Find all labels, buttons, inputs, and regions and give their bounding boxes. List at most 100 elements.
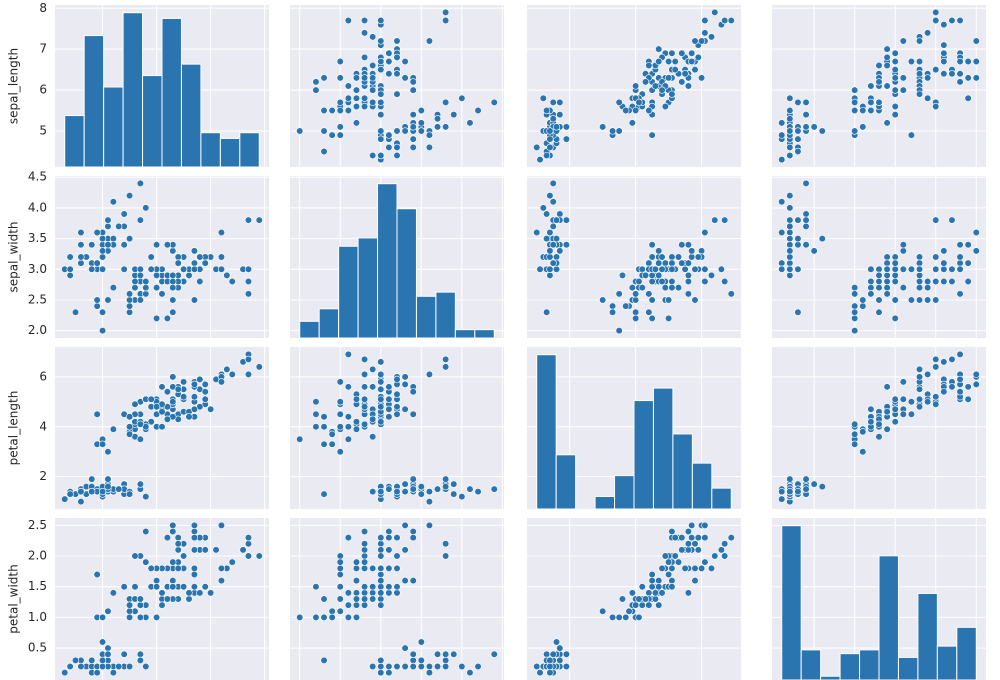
scatter-point (239, 546, 247, 554)
scatter-point (794, 308, 802, 316)
scatter-point (142, 558, 150, 566)
scatter-point (142, 493, 150, 501)
scatter-point (658, 86, 666, 94)
scatter-point (678, 241, 686, 249)
scatter-point (393, 151, 401, 160)
scatter-point (802, 241, 810, 249)
scatter-point (721, 216, 729, 224)
scatter-point (344, 16, 352, 25)
scatter-point (196, 253, 204, 261)
scatter-point (360, 420, 369, 428)
scatter-point (169, 247, 177, 255)
scatter-point (786, 106, 794, 115)
scatter-point (546, 656, 554, 664)
scatter-point (608, 613, 617, 622)
scatter-point (721, 540, 729, 548)
scatter-point (377, 16, 385, 25)
scatter-point (641, 271, 650, 280)
scatter-point (401, 488, 409, 496)
scatter-point (169, 398, 177, 406)
y-tick-label: 7 (39, 42, 47, 56)
scatter-point (956, 78, 964, 86)
scatter-point (401, 662, 409, 671)
y-tick-label: 2.0 (28, 549, 47, 563)
scatter-point (142, 527, 150, 536)
histogram-bar (415, 295, 437, 339)
panel (772, 347, 986, 509)
scatter-point (401, 576, 409, 585)
scatter-point (104, 607, 112, 615)
scatter-point (628, 119, 636, 127)
scatter-point (450, 490, 458, 498)
scatter-point (778, 131, 786, 139)
scatter-point (891, 86, 899, 94)
scatter-point (336, 423, 344, 431)
scatter-point (948, 355, 956, 363)
scatter-point (377, 395, 385, 403)
scatter-point (458, 94, 466, 102)
scatter-point (658, 253, 666, 261)
scatter-point (641, 595, 650, 603)
scatter-point (66, 490, 74, 498)
histogram-bar (435, 291, 456, 339)
scatter-point (932, 253, 940, 261)
scatter-point (964, 94, 972, 102)
scatter-point (891, 74, 899, 82)
scatter-point (369, 595, 377, 603)
histogram-bar (711, 487, 732, 510)
scatter-point (109, 284, 117, 292)
scatter-point (694, 53, 702, 61)
scatter-point (244, 370, 253, 378)
scatter-point (543, 308, 551, 316)
scatter-point (632, 106, 640, 115)
scatter-point (599, 607, 607, 615)
scatter-point (671, 552, 679, 560)
scatter-point (360, 583, 369, 591)
scatter-point (409, 656, 417, 664)
scatter-point (104, 448, 112, 456)
scatter-point (109, 425, 117, 433)
scatter-point (859, 302, 867, 310)
scatter-point (638, 601, 646, 609)
scatter-point (891, 271, 899, 280)
histogram-bar (839, 653, 861, 680)
scatter-point (964, 259, 972, 267)
scatter-point (442, 552, 450, 560)
scatter-point (552, 253, 561, 261)
scatter-point (244, 290, 253, 298)
scatter-point (401, 373, 409, 381)
scatter-point (546, 143, 554, 151)
scatter-point (385, 589, 393, 597)
scatter-point (684, 546, 693, 554)
histogram-bar (897, 656, 919, 680)
scatter-point (948, 216, 956, 224)
scatter-point (661, 102, 669, 111)
scatter-point (409, 576, 417, 585)
scatter-point (377, 589, 385, 597)
scatter-point (320, 423, 328, 431)
scatter-point (539, 204, 547, 212)
scatter-point (956, 290, 964, 298)
scatter-point (721, 16, 729, 25)
scatter-point (691, 296, 699, 304)
scatter-point (668, 583, 676, 591)
histogram-bar (299, 320, 320, 339)
scatter-point (377, 488, 385, 496)
scatter-point (615, 127, 623, 135)
scatter-point (915, 277, 924, 286)
scatter-point (196, 277, 204, 286)
scatter-point (180, 265, 188, 273)
scatter-point (88, 265, 96, 273)
scatter-point (442, 16, 450, 25)
histogram-bar (318, 308, 340, 339)
scatter-point (409, 123, 417, 131)
y-axis-label: petal_width (7, 564, 21, 633)
scatter-point (608, 302, 617, 310)
scatter-point (88, 656, 96, 664)
scatter-point (352, 595, 361, 603)
scatter-point (915, 365, 924, 373)
scatter-point (336, 552, 344, 560)
scatter-point (185, 413, 193, 421)
scatter-point (632, 601, 640, 609)
scatter-point (658, 277, 666, 286)
